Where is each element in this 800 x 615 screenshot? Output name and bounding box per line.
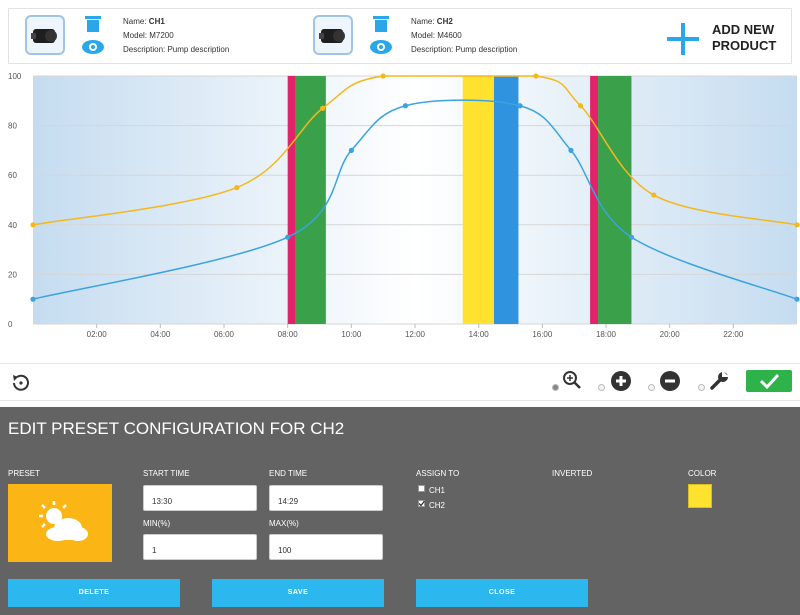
trash-icon[interactable] — [83, 15, 103, 38]
save-button[interactable]: SAVE — [212, 579, 384, 607]
data-point[interactable] — [285, 234, 291, 240]
preset-band[interactable] — [295, 76, 326, 324]
remove-point-icon[interactable] — [659, 370, 681, 397]
data-point[interactable] — [380, 73, 386, 79]
ch1-checkbox[interactable] — [418, 485, 425, 492]
remove-mode-radio[interactable] — [648, 384, 655, 391]
end-time-input[interactable]: 14:29 — [269, 485, 383, 511]
preset-band[interactable] — [462, 76, 494, 324]
schedule-chart[interactable]: 0 20 40 60 80 100 02:00 04:00 06:00 08:00 10:00 12… — [0, 66, 800, 352]
end-time-label: END TIME — [269, 469, 308, 478]
x-tick-label: 20:00 — [660, 330, 681, 339]
x-tick-label: 02:00 — [87, 330, 108, 339]
x-tick-label: 12:00 — [405, 330, 426, 339]
delete-button[interactable]: DELETE — [8, 579, 180, 607]
min-input[interactable]: 1 — [143, 534, 257, 560]
product-info: Name: CH2 Model: M4600 Description: Pump… — [411, 17, 518, 54]
data-point[interactable] — [30, 296, 36, 302]
color-label: COLOR — [688, 469, 717, 478]
y-tick-label: 100 — [8, 72, 22, 81]
add-point-icon[interactable] — [610, 370, 632, 397]
x-tick-label: 22:00 — [723, 330, 744, 339]
preset-label: PRESET — [8, 469, 41, 478]
chart-toolbar — [0, 363, 800, 401]
data-point[interactable] — [517, 103, 523, 109]
y-tick-label: 60 — [8, 171, 17, 180]
data-point[interactable] — [320, 105, 326, 111]
x-tick-label: 06:00 — [214, 330, 235, 339]
checkmark-icon — [418, 500, 425, 507]
max-input[interactable]: 100 — [269, 534, 383, 560]
y-tick-label: 80 — [8, 122, 17, 131]
chart-svg: 0 20 40 60 80 100 02:00 04:00 06:00 08:00 10:00 12… — [8, 72, 800, 339]
data-point[interactable] — [234, 185, 240, 191]
product-info: Name: CH1 Model: M7200 Description: Pump… — [123, 17, 230, 54]
data-point[interactable] — [402, 103, 409, 109]
add-new-label: ADD NEW PRODUCT — [712, 22, 777, 53]
product-bar: Name: CH1 Model: M7200 Description: Pump… — [8, 8, 792, 64]
preset-tile[interactable] — [8, 484, 112, 562]
max-label: MAX(%) — [269, 519, 299, 528]
wrench-icon[interactable] — [708, 370, 730, 397]
add-new-product-button[interactable]: ADD NEW PRODUCT — [665, 19, 777, 55]
zoom-icon[interactable] — [562, 370, 582, 395]
start-time-label: START TIME — [143, 469, 190, 478]
pump-thumbnail[interactable] — [313, 15, 353, 55]
pump-thumbnail[interactable] — [25, 15, 65, 55]
trash-icon[interactable] — [371, 15, 391, 38]
start-time-input[interactable]: 13:30 — [143, 485, 257, 511]
edit-preset-panel: EDIT PRESET CONFIGURATION FOR CH2 PRESET… — [0, 407, 800, 615]
data-point[interactable] — [651, 192, 657, 198]
plus-icon — [667, 23, 699, 55]
x-tick-label: 14:00 — [469, 330, 490, 339]
edit-mode-radio[interactable] — [698, 384, 705, 391]
checkmark-icon — [759, 373, 780, 390]
x-tick-label: 18:00 — [596, 330, 617, 339]
zoom-mode-radio[interactable] — [552, 384, 559, 391]
x-tick-label: 04:00 — [150, 330, 171, 339]
plot-area — [33, 76, 797, 324]
ch1-checkbox-label: CH1 — [429, 486, 446, 495]
data-point[interactable] — [533, 73, 539, 79]
data-point[interactable] — [628, 234, 635, 240]
data-point[interactable] — [568, 147, 574, 153]
eye-icon[interactable] — [369, 39, 393, 60]
x-tick-label: 10:00 — [341, 330, 362, 339]
assign-to-label: ASSIGN TO — [416, 469, 460, 478]
y-tick-label: 40 — [8, 221, 17, 230]
partly-cloudy-icon — [39, 501, 88, 541]
close-button[interactable]: CLOSE — [416, 579, 588, 607]
preset-band[interactable] — [493, 76, 519, 324]
y-tick-label: 0 — [8, 320, 13, 329]
data-point[interactable] — [348, 147, 354, 153]
preset-band[interactable] — [598, 76, 632, 324]
confirm-button[interactable] — [746, 370, 792, 392]
panel-title: EDIT PRESET CONFIGURATION FOR CH2 — [8, 419, 345, 438]
x-tick-label: 16:00 — [532, 330, 553, 339]
ch2-checkbox-label: CH2 — [429, 501, 446, 510]
inverted-label: INVERTED — [552, 469, 593, 478]
preset-band[interactable] — [590, 76, 599, 324]
color-swatch[interactable] — [688, 484, 712, 508]
data-point[interactable] — [30, 222, 36, 228]
add-mode-radio[interactable] — [598, 384, 605, 391]
ch2-checkbox[interactable] — [418, 500, 425, 507]
data-point[interactable] — [794, 222, 800, 228]
x-tick-label: 08:00 — [278, 330, 299, 339]
data-point[interactable] — [577, 103, 584, 109]
eye-icon[interactable] — [81, 39, 105, 60]
y-tick-label: 20 — [8, 270, 17, 279]
data-point[interactable] — [794, 296, 800, 302]
min-label: MIN(%) — [143, 519, 171, 528]
preset-band[interactable] — [287, 76, 296, 324]
reset-icon[interactable] — [10, 372, 32, 399]
